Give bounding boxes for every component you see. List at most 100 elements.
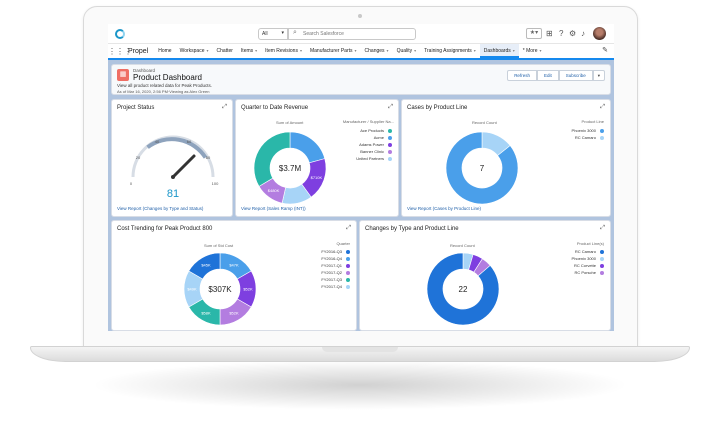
nav-item-changes[interactable]: Changes ▾ — [361, 48, 393, 54]
refresh-button[interactable]: Refresh — [507, 70, 537, 81]
chevron-down-icon[interactable]: ▾ — [206, 48, 209, 53]
search-input[interactable]: ⌕ Search Salesforce — [288, 28, 416, 40]
nav-item-home[interactable]: Home — [154, 48, 175, 54]
donut-center-value: $307K — [208, 285, 232, 294]
expand-icon[interactable]: ⤢ — [388, 104, 393, 110]
donut-center-value: 7 — [480, 164, 485, 173]
nav-item-manufacturer-parts[interactable]: Manufacturer Parts ▾ — [306, 48, 361, 54]
donut-slice[interactable] — [289, 131, 326, 164]
legend-item[interactable]: Banner Clinic — [356, 148, 392, 155]
favorites-icon[interactable]: ★▾ — [526, 28, 542, 39]
cases-donut-chart: 7 — [445, 131, 519, 205]
nav-item-training-assignments[interactable]: Training Assignments ▾ — [420, 48, 480, 54]
gauge-tick-label: 20 — [136, 155, 141, 160]
legend-swatch — [388, 128, 392, 133]
legend-item[interactable]: Adams Power — [356, 141, 392, 148]
nav-item-item-revisions[interactable]: Item Revisions ▾ — [261, 48, 306, 54]
nav-item-quality[interactable]: Quality ▾ — [393, 48, 421, 54]
legend-swatch — [346, 249, 350, 254]
nav-item-chatter[interactable]: Chatter — [213, 48, 237, 54]
legend-swatch — [600, 270, 604, 275]
legend-label: FY2016-Q3 — [321, 249, 342, 254]
legend-item[interactable]: FY2017-Q3 — [321, 276, 350, 283]
legend-item[interactable]: FY2017-Q4 — [321, 283, 350, 290]
app-name: Propel — [128, 47, 149, 55]
slice-data-label: $710K — [311, 175, 323, 180]
expand-icon[interactable]: ⤢ — [600, 225, 605, 231]
view-report-link[interactable]: View Report (Sales Ramp (INT)) — [241, 206, 306, 211]
gauge-chart: 0 20 40 60 80 100 81 — [130, 135, 219, 200]
legend-item[interactable]: FY2017-Q1 — [321, 262, 350, 269]
legend-item[interactable]: RC Camaro — [572, 134, 604, 141]
legend-item[interactable]: FY2016-Q3 — [321, 248, 350, 255]
chevron-down-icon[interactable]: ▾ — [473, 48, 476, 53]
avatar[interactable] — [593, 27, 606, 40]
donut-slice[interactable] — [426, 252, 500, 326]
app-launcher-icon[interactable]: ⋮⋮⋮ — [108, 46, 132, 56]
chevron-down-icon[interactable]: ▾ — [539, 48, 542, 53]
gauge-needle — [171, 154, 196, 179]
setup-icon[interactable]: ⚙ — [569, 29, 577, 38]
gauge-tick-label: 100 — [212, 181, 219, 186]
slice-data-label: $480K — [268, 188, 280, 193]
screen: All ▾ ⌕ Search Salesforce ★▾ ⊞ ? ⚙ ♪ ⋮⋮⋮… — [108, 24, 614, 331]
legend-label: FY2017-Q4 — [321, 284, 342, 289]
legend-label: Ace Products — [360, 128, 384, 133]
nav-item-label: Dashboards — [483, 48, 511, 54]
legend-item[interactable]: RC Camaro — [572, 248, 604, 255]
gauge-tick-label: 60 — [187, 139, 192, 144]
edit-button[interactable]: Edit — [536, 70, 559, 81]
nav-item-dashboards[interactable]: Dashboards ▾ — [479, 44, 519, 58]
view-report-link[interactable]: View Report (Changes by Type and Status) — [117, 206, 204, 211]
edit-nav-icon[interactable]: ✎ — [602, 47, 608, 54]
add-icon[interactable]: ⊞ — [546, 29, 553, 38]
donut-slice[interactable] — [188, 252, 221, 280]
view-report-link[interactable]: View Report (Cases by Product Line) — [407, 206, 481, 211]
dashboard-icon: ▦ — [117, 69, 129, 81]
donut-slice[interactable] — [253, 131, 291, 187]
expand-icon[interactable]: ⤢ — [222, 104, 227, 110]
laptop-shadow — [90, 360, 630, 410]
chevron-down-icon[interactable]: ▾ — [512, 48, 515, 53]
legend-item[interactable]: Phoenix 3000 — [572, 127, 604, 134]
subscribe-button[interactable]: Subscribe — [558, 70, 593, 81]
notifications-icon[interactable]: ♪ — [581, 29, 585, 38]
logo-icon[interactable] — [115, 29, 125, 39]
legend-label: Adams Power — [359, 142, 384, 147]
legend-item[interactable]: FY2017-Q2 — [321, 269, 350, 276]
legend-item[interactable]: United Partners — [356, 155, 392, 162]
card-title: Project Status — [117, 105, 155, 111]
expand-icon[interactable]: ⤢ — [346, 225, 351, 231]
legend-item[interactable]: RC Corvette — [572, 262, 604, 269]
changes-donut-chart: 22 — [426, 252, 500, 326]
chart-axis-title: Sum of Amount — [276, 120, 304, 125]
nav-item-more[interactable]: * More ▾ — [519, 48, 546, 54]
legend-item[interactable]: RC Porsche — [572, 269, 604, 276]
chevron-down-icon[interactable]: ▾ — [255, 48, 258, 53]
legend-item[interactable]: Acme — [356, 134, 392, 141]
dashboard-header: ▦ Dashboard Product Dashboard View all p… — [111, 64, 611, 95]
slice-data-label: $58K — [201, 311, 211, 316]
more-actions-button[interactable]: ▾ — [592, 70, 605, 81]
chevron-down-icon[interactable]: ▾ — [414, 48, 417, 53]
chevron-down-icon[interactable]: ▾ — [386, 48, 389, 53]
search-scope-select[interactable]: All ▾ — [258, 28, 288, 40]
legend-swatch — [346, 263, 350, 268]
legend-item[interactable]: Phoenix 3000 — [572, 255, 604, 262]
nav-item-items[interactable]: Items ▾ — [237, 48, 261, 54]
nav-bar: ⋮⋮⋮ Propel Home Workspace ▾ Chatter Items ▾ It… — [108, 44, 614, 60]
nav-item-workspace[interactable]: Workspace ▾ — [176, 48, 213, 54]
help-icon[interactable]: ? — [559, 29, 564, 38]
camera-dot — [358, 14, 362, 18]
chevron-down-icon[interactable]: ▾ — [354, 48, 357, 53]
changes-legend: RC Camaro Phoenix 3000 RC Corvette RC Porsc… — [572, 248, 604, 276]
cases-by-product-card: Cases by Product Line ⤢ Record Count Pro… — [401, 99, 611, 217]
nav-items: Home Workspace ▾ Chatter Items ▾ Item Revision… — [154, 44, 545, 58]
chevron-down-icon[interactable]: ▾ — [299, 48, 302, 53]
donut-slice[interactable] — [445, 131, 519, 205]
legend-item[interactable]: FY2016-Q4 — [321, 255, 350, 262]
nav-item-label: Home — [158, 48, 172, 54]
legend-item[interactable]: Ace Products — [356, 127, 392, 134]
expand-icon[interactable]: ⤢ — [600, 104, 605, 110]
cases-legend: Phoenix 3000 RC Camaro — [572, 127, 604, 141]
